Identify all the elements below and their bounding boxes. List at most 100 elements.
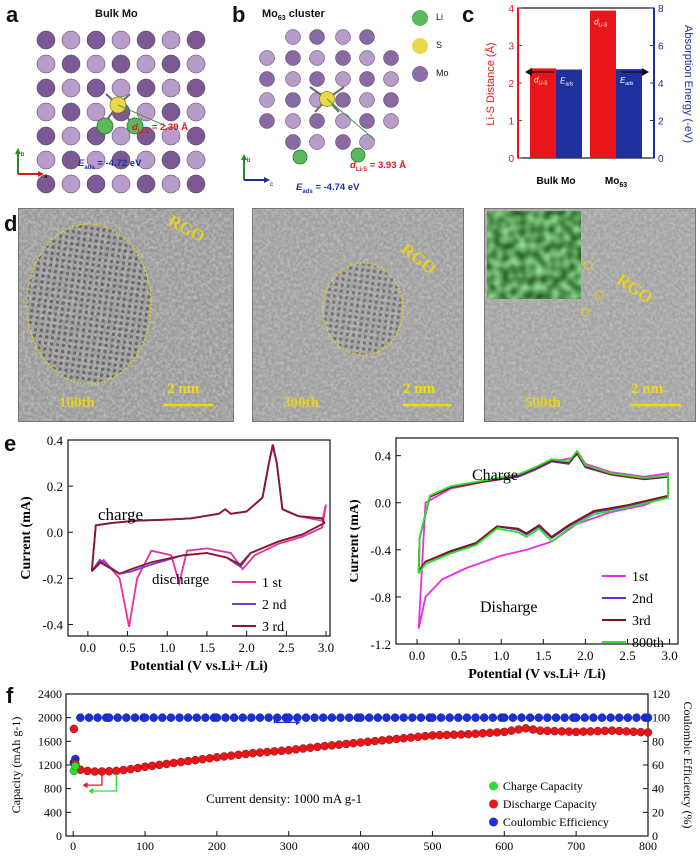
- panel-b-title: Mo63 cluster: [262, 8, 325, 23]
- discharge-point: [442, 730, 452, 740]
- cv-curve: [417, 451, 669, 572]
- y-tick-label-left: 1600: [38, 734, 62, 748]
- tick-label-left: 2: [508, 79, 514, 90]
- ylabel-right-c: Absorption Energy (-eV): [682, 25, 694, 143]
- ce-point: [93, 713, 102, 722]
- legend-s-label: S: [436, 40, 443, 50]
- tick-label-right: 4: [658, 79, 664, 90]
- y-tick-label-left: 2400: [38, 687, 62, 701]
- x-tick-label: 1.0: [159, 640, 175, 655]
- axis-triad-a: b a: [15, 148, 48, 180]
- x-tick-label: 600: [495, 839, 513, 853]
- legend-label: 800th: [632, 636, 664, 651]
- panel-label-e: e: [4, 431, 17, 456]
- axis-c-label: c: [270, 182, 273, 188]
- mo-atom: [111, 174, 131, 194]
- y-tick-label-left: 400: [44, 805, 62, 819]
- ce-point: [643, 713, 653, 722]
- y-tick-label: 0.0: [375, 496, 391, 511]
- discharge-point: [643, 728, 653, 737]
- mo-atom: [359, 29, 375, 45]
- bar-e-ads: [556, 69, 582, 158]
- scale-bar-label: 2 nm: [167, 381, 200, 397]
- discharge-point: [234, 750, 243, 760]
- discharge-point: [514, 725, 523, 734]
- mo-atom: [186, 78, 206, 98]
- legend-label: Coulombic Efficiency: [503, 815, 609, 829]
- lithium-atom: [126, 117, 144, 135]
- panel-label-f: f: [6, 683, 14, 708]
- mo-atom: [161, 174, 181, 194]
- panel-label-b: b: [232, 2, 246, 27]
- discharge-point: [205, 754, 214, 763]
- legend-li-label: Li: [436, 12, 444, 22]
- arrow-ce: [273, 717, 296, 724]
- legend-marker: [489, 799, 499, 809]
- y-tick-label: -1.2: [370, 637, 391, 652]
- discharge-point: [119, 765, 128, 775]
- mo-atom: [259, 50, 275, 66]
- ce-point: [373, 713, 383, 722]
- ce-point: [606, 713, 615, 722]
- mo-atom: [86, 102, 106, 122]
- x-tick-label: 3.0: [661, 648, 677, 663]
- arrow-left-c: [525, 68, 554, 76]
- ce-point: [344, 713, 354, 722]
- bar-label-e: Eads: [560, 77, 574, 88]
- mo-atom: [36, 150, 56, 170]
- mo-atom: [285, 92, 301, 108]
- mo-atom: [36, 30, 56, 50]
- mo-atom: [335, 92, 351, 108]
- y-tick-label-left: 0: [56, 829, 62, 843]
- mo-atom: [161, 54, 181, 74]
- mo-atom: [186, 126, 206, 146]
- ce-point: [104, 713, 114, 722]
- scale-bar-label: 2 nm: [403, 381, 436, 397]
- discharge-point: [593, 726, 602, 736]
- discharge-point: [636, 727, 646, 737]
- ce-point: [615, 713, 624, 722]
- chart-c: 0 1 2 3 4 0 2 4 6 8 dLi-S Eads dLi-S Eads Bulk Mo Mo…: [484, 4, 694, 189]
- mo-atom: [285, 50, 301, 66]
- ce-point: [149, 713, 158, 722]
- crystal-outline: [322, 262, 404, 356]
- y-tick-label-right: 120: [652, 687, 670, 701]
- tick-label-left: 0: [508, 154, 514, 165]
- mo-atom: [161, 150, 181, 170]
- tick-label-right: 8: [658, 4, 664, 15]
- y-axis-label-left: Capacity (mAh g-1): [9, 717, 23, 814]
- x-tick-label: 2.0: [577, 648, 593, 663]
- discharge-point: [334, 740, 344, 749]
- discharge-point: [385, 735, 394, 744]
- discharge-point: [248, 748, 258, 758]
- ce-point: [318, 713, 328, 722]
- mo-atom: [161, 102, 181, 122]
- discharge-point: [629, 727, 638, 736]
- discharge-point: [622, 727, 631, 736]
- mo-atom: [111, 78, 131, 98]
- x-tick-label: 700: [567, 839, 585, 853]
- s-legend-icon: [412, 38, 428, 54]
- li-legend-icon: [412, 10, 428, 26]
- ce-point: [500, 713, 509, 722]
- discharge-point: [413, 732, 423, 742]
- legend-label: 2 nd: [262, 598, 287, 613]
- y-tick-label-left: 800: [44, 782, 62, 796]
- ce-point: [399, 713, 408, 722]
- discharge-point: [147, 761, 157, 771]
- lithium-atom: [292, 149, 308, 165]
- distance-pointer: [326, 98, 376, 141]
- mo-atom: [61, 150, 81, 170]
- curve-annotation: Disharge: [480, 599, 537, 616]
- x-tick-label: 500: [423, 839, 441, 853]
- mo-atom: [309, 113, 325, 129]
- category-label-mo63: Mo63: [605, 176, 627, 189]
- mo-atom: [186, 150, 206, 170]
- mo-atom: [161, 30, 181, 50]
- discharge-point: [126, 764, 135, 774]
- ce-point: [508, 713, 518, 722]
- discharge-point: [485, 728, 495, 738]
- y-tick-label-right: 0: [652, 829, 658, 843]
- y-axis-label: Current (mA): [350, 499, 362, 583]
- ce-point: [212, 713, 222, 722]
